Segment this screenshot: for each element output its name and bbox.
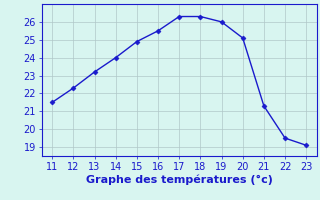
X-axis label: Graphe des températures (°c): Graphe des températures (°c) <box>86 174 273 185</box>
